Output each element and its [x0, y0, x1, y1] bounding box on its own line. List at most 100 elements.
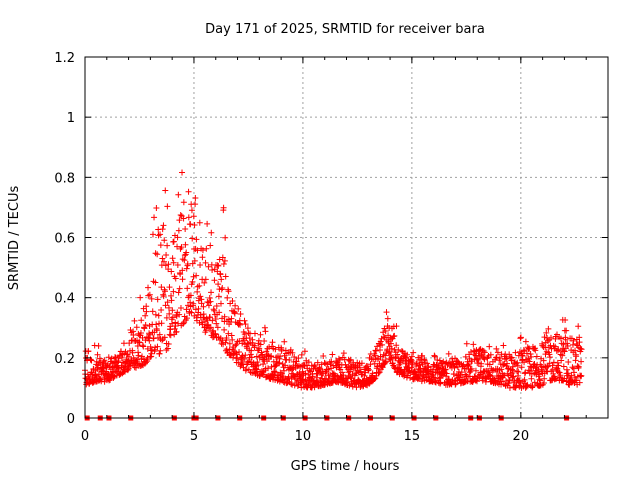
data-point: [555, 362, 562, 369]
data-point: [176, 311, 183, 318]
data-point: [182, 241, 189, 248]
data-point: [251, 330, 258, 337]
data-point: [476, 374, 483, 381]
data-point: [272, 346, 279, 353]
data-point: [544, 338, 551, 345]
data-point: [578, 372, 585, 379]
data-point: [216, 309, 223, 316]
data-point: [241, 317, 248, 324]
data-point: [563, 366, 570, 373]
data-point: [552, 375, 559, 382]
data-point: [463, 340, 470, 347]
data-point: [225, 288, 232, 295]
data-point: [508, 354, 515, 361]
data-point: [195, 305, 202, 312]
data-point: [386, 348, 393, 355]
data-point: [402, 355, 409, 362]
data-point: [220, 204, 227, 211]
data-point: [229, 336, 236, 343]
data-point: [236, 349, 243, 356]
data-point: [185, 188, 192, 195]
data-point: [179, 276, 186, 283]
data-point: [157, 347, 164, 354]
data-point: [559, 352, 566, 359]
data-point: [526, 358, 533, 365]
data-point: [221, 257, 228, 264]
data-point: [561, 348, 568, 355]
data-point: [517, 335, 524, 342]
data-point: [395, 346, 402, 353]
data-point: [159, 226, 166, 233]
data-point: [398, 348, 405, 355]
data-point: [251, 342, 258, 349]
data-point: [357, 368, 364, 375]
data-point: [165, 261, 172, 268]
data-point: [156, 331, 163, 338]
data-point: [237, 321, 244, 328]
data-point: [256, 354, 263, 361]
data-point: [118, 354, 125, 361]
data-point: [231, 310, 238, 317]
data-point: [187, 299, 194, 306]
x-tick-label: 0: [81, 429, 89, 444]
data-point: [458, 369, 465, 376]
data-point: [573, 377, 580, 384]
data-point: [528, 375, 535, 382]
data-point: [167, 332, 174, 339]
x-tick-label: 5: [190, 429, 198, 444]
data-point: [177, 211, 184, 218]
data-point: [531, 360, 538, 367]
data-point: [296, 369, 303, 376]
y-axis-label: SRMTID / TECUs: [7, 186, 22, 291]
data-point: [509, 374, 516, 381]
data-point: [215, 281, 222, 288]
data-point: [410, 349, 417, 356]
data-point: [540, 357, 547, 364]
data-point: [212, 330, 219, 337]
data-point: [242, 352, 249, 359]
data-point: [177, 305, 184, 312]
data-point: [576, 339, 583, 346]
data-point: [203, 245, 210, 252]
data-point: [382, 328, 389, 335]
data-point: [190, 213, 197, 220]
data-point: [377, 353, 384, 360]
data-point: [291, 354, 298, 361]
data-point: [241, 356, 248, 363]
data-point: [575, 323, 582, 330]
data-point: [335, 355, 342, 362]
data-point: [247, 351, 254, 358]
data-point: [253, 353, 260, 360]
data-point: [513, 368, 520, 375]
data-point: [143, 303, 150, 310]
data-point: [321, 382, 328, 389]
data-point: [160, 222, 167, 229]
data-point: [183, 306, 190, 313]
data-point: [578, 358, 585, 365]
data-point: [112, 354, 119, 361]
data-point: [382, 358, 389, 365]
data-point: [179, 267, 186, 274]
data-point: [388, 345, 395, 352]
data-point: [577, 345, 584, 352]
data-point: [419, 361, 426, 368]
data-point: [276, 355, 283, 362]
data-point: [520, 347, 527, 354]
data-point: [435, 364, 442, 371]
data-point: [314, 359, 321, 366]
data-point: [309, 373, 316, 380]
data-point: [164, 345, 171, 352]
data-point: [462, 353, 469, 360]
data-point: [159, 337, 166, 344]
data-point: [206, 314, 213, 321]
data-point: [219, 284, 226, 291]
data-point: [232, 342, 239, 349]
data-point: [392, 354, 399, 361]
data-point: [170, 288, 177, 295]
data-point: [166, 310, 173, 317]
data-point: [365, 367, 372, 374]
data-point: [327, 361, 334, 368]
data-point: [522, 338, 529, 345]
data-point: [142, 321, 149, 328]
